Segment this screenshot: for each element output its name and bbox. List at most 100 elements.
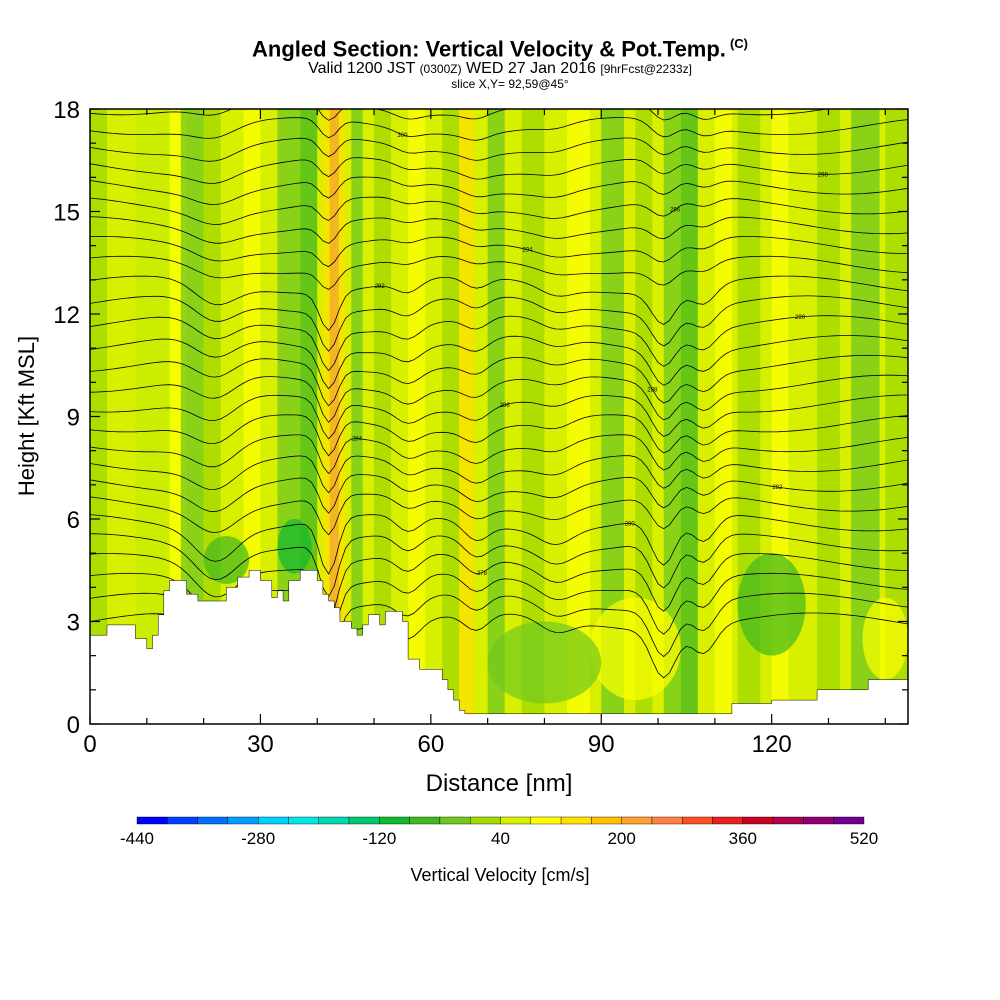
colorbar-tick-label: -280 (241, 829, 275, 848)
theta-contour-label: 292 (375, 284, 386, 290)
velocity-band (351, 109, 363, 724)
colorbar-swatch (470, 816, 501, 825)
x-tick-label: 0 (83, 731, 96, 758)
colorbar-tick-label: 40 (491, 829, 510, 848)
slice-label: slice X,Y= 92,59@45° (451, 77, 569, 91)
theta-contour-label: 282 (772, 485, 783, 491)
y-tick-label: 3 (67, 610, 80, 637)
theta-contour (90, 493, 908, 536)
theta-contour-label: 300 (397, 133, 408, 139)
colorbar-swatch (712, 816, 744, 825)
colorbar-label: Vertical Velocity [cm/s] (410, 865, 589, 885)
colorbar-swatch (591, 816, 622, 825)
velocity-band (180, 109, 204, 724)
velocity-band (322, 109, 330, 724)
theta-contour-label: 284 (352, 437, 363, 443)
velocity-band (442, 109, 460, 724)
colorbar-tick-labels: -440 -280 -120 40 200 360 520 (120, 829, 878, 848)
theta-contour (90, 78, 908, 104)
theta-contour-label: 302 (545, 82, 556, 88)
colorbar-swatch (621, 816, 653, 825)
colorbar (136, 816, 865, 825)
theta-contour-label: 280 (625, 521, 636, 527)
y-tick-label: 15 (53, 200, 80, 227)
theta-contour (90, 474, 908, 514)
theta-contour-label: 296 (670, 208, 681, 214)
theta-contour-label: 298 (818, 172, 829, 178)
y-tick-label: 9 (67, 405, 80, 432)
colorbar-swatch (136, 816, 168, 825)
x-tick-label: 90 (588, 731, 615, 758)
theta-contour (90, 514, 908, 575)
theta-contour (90, 414, 908, 457)
velocity-band (635, 109, 653, 724)
colorbar-tick-label: 520 (850, 829, 878, 848)
colorbar-swatch (318, 816, 350, 825)
theta-contour (90, 354, 908, 407)
velocity-band (521, 109, 545, 724)
colorbar-swatch (772, 816, 804, 825)
theta-contour (90, 374, 908, 423)
colorbar-swatch (742, 816, 774, 825)
y-tick-label: 18 (53, 97, 80, 124)
velocity-band (487, 109, 505, 724)
theta-contour (90, 117, 908, 141)
theta-contour (90, 295, 908, 352)
theta-contour (90, 255, 908, 290)
velocity-cell (487, 621, 602, 704)
theta-contour (90, 434, 908, 475)
theta-contour (90, 275, 908, 332)
valid-date: WED 27 Jan 2016 (466, 60, 596, 77)
theta-contour-label: 286 (500, 403, 511, 409)
colorbar-swatch (682, 816, 713, 825)
theta-contour (90, 157, 908, 184)
chart-title: Angled Section: Vertical Velocity & Pot.… (0, 36, 1000, 62)
y-tick-label: 6 (67, 507, 80, 534)
velocity-band (663, 109, 681, 724)
colorbar-tick-label: 200 (607, 829, 635, 848)
velocity-band (680, 109, 698, 724)
x-tick-label: 120 (752, 731, 792, 758)
theta-contour (90, 137, 908, 162)
x-tick-label: 60 (417, 731, 444, 758)
velocity-cell (862, 597, 908, 680)
velocity-cell (737, 553, 806, 656)
valid-utc: (0300Z) (419, 62, 462, 76)
colorbar-swatch (197, 816, 229, 825)
theta-contour (90, 315, 908, 372)
colorbar-tick-label: -120 (362, 829, 396, 848)
colorbar-swatch (803, 816, 834, 825)
colorbar-swatch (651, 816, 683, 825)
velocity-cell (589, 597, 681, 701)
x-axis-label: Distance [nm] (426, 770, 573, 797)
theta-contour (90, 235, 908, 268)
valid-prefix: Valid 1200 JST (308, 60, 416, 77)
terrain (89, 570, 909, 725)
velocity-band (459, 109, 474, 724)
x-axis-ticks: 0 30 60 90 120 (83, 109, 886, 758)
theta-contour (90, 394, 908, 440)
velocity-band (408, 109, 426, 724)
chart-subtitle: Valid 1200 JST (0300Z) WED 27 Jan 2016 [… (0, 60, 1000, 78)
theta-contour (90, 335, 908, 390)
theta-contour (90, 176, 908, 206)
colorbar-swatch (530, 816, 562, 825)
colorbar-swatch (167, 816, 198, 825)
colorbar-swatch (257, 816, 289, 825)
theta-contour (90, 533, 908, 598)
colorbar-swatch (379, 816, 410, 825)
y-axis-ticks: 0 3 6 9 12 15 18 (53, 97, 908, 739)
title-text: Angled Section: Vertical Velocity & Pot.… (252, 36, 726, 62)
colorbar-swatch (833, 816, 865, 825)
y-tick-label: 0 (67, 712, 80, 739)
colorbar-tick-label: -440 (120, 829, 154, 848)
x-tick-label: 30 (247, 731, 274, 758)
theta-contour-label: 290 (795, 315, 806, 321)
theta-contour (90, 216, 908, 244)
velocity-band (338, 109, 346, 724)
colorbar-swatch (560, 816, 592, 825)
velocity-band (817, 109, 840, 724)
velocity-cell (203, 536, 250, 584)
colorbar-swatch (409, 816, 441, 825)
